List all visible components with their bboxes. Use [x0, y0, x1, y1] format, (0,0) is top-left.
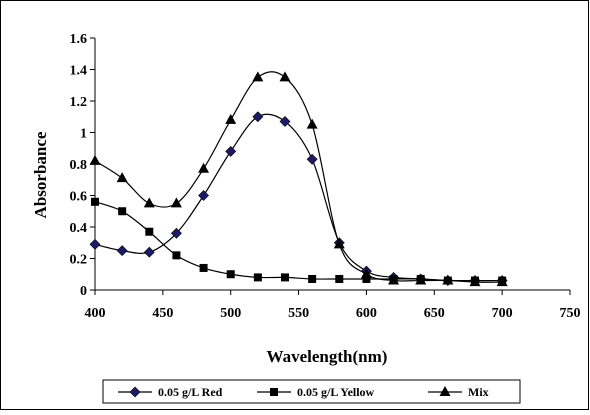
series-3-point	[225, 113, 237, 124]
series-3-point	[415, 274, 427, 285]
y-axis-title: Absorbance	[31, 131, 50, 218]
series-3-point	[469, 276, 481, 287]
x-tick-label: 550	[288, 306, 309, 321]
y-tick-label: 0.8	[70, 158, 88, 173]
y-tick-label: 1.2	[70, 95, 88, 110]
series-2-point	[281, 273, 289, 282]
y-tick-label: 0.4	[70, 221, 88, 236]
y-tick-label: 1.6	[70, 32, 88, 47]
series-2-point	[253, 273, 262, 282]
series-2-point	[226, 270, 235, 279]
series-3-point	[170, 197, 182, 208]
y-tick-label: 0.2	[70, 253, 88, 268]
series-1-point	[225, 145, 237, 157]
series-3-point	[252, 71, 264, 82]
series-3-point	[89, 154, 101, 165]
legend-label-1: 0.05 g/L Red	[158, 385, 223, 399]
series-3-point	[306, 118, 318, 129]
series-3-point	[442, 274, 454, 285]
plot-series	[89, 71, 508, 287]
x-tick-label: 600	[356, 306, 377, 321]
x-tick-label: 400	[85, 306, 106, 321]
series-2-point	[362, 274, 371, 283]
y-tick-label: 0.6	[70, 190, 88, 205]
series-2-point	[335, 274, 344, 283]
series-1-point	[252, 111, 264, 123]
series-1-point	[279, 116, 291, 127]
series-1-point	[116, 245, 128, 257]
series-1-point	[198, 190, 209, 201]
y-tick-label: 1	[80, 127, 87, 142]
series-3-point	[198, 162, 210, 173]
series-3-point	[116, 172, 128, 183]
series-3-point	[388, 274, 400, 285]
series-3-point	[333, 238, 345, 249]
x-tick-label: 450	[152, 306, 173, 321]
series-2-point	[118, 207, 127, 216]
series-2-point	[199, 263, 208, 272]
series-3-point	[496, 276, 508, 287]
series-2-point	[145, 227, 154, 236]
x-axis-title: Wavelength(nm)	[267, 347, 388, 366]
series-1-point	[143, 246, 155, 258]
legend: 0.05 g/L Red 0.05 g/L Yellow Mix	[102, 379, 521, 404]
series-1-point	[306, 153, 318, 165]
y-tick-label: 0	[80, 284, 87, 299]
series-1-point	[89, 238, 101, 250]
series-3-point	[279, 71, 291, 82]
legend-label-2: 0.05 g/L Yellow	[297, 385, 375, 399]
series-2-point	[308, 274, 317, 283]
x-tick-label: 700	[492, 306, 513, 321]
x-tick-label: 750	[560, 306, 581, 321]
series-line-3	[94, 71, 503, 283]
legend-label-3: Mix	[468, 385, 489, 399]
series-3-point	[143, 197, 155, 208]
series-3-point	[360, 268, 372, 279]
x-tick-label: 500	[220, 306, 241, 321]
legend-marker-1	[129, 386, 141, 398]
series-2-point	[91, 197, 99, 206]
legend-marker-3	[439, 386, 451, 396]
series-line-2	[94, 201, 503, 282]
legend-box	[102, 379, 521, 404]
series-1-point	[171, 227, 182, 239]
series-2-point	[172, 251, 181, 260]
legend-marker-2	[270, 388, 278, 396]
x-tick-label: 650	[424, 306, 445, 321]
y-tick-label: 1.4	[70, 64, 88, 79]
